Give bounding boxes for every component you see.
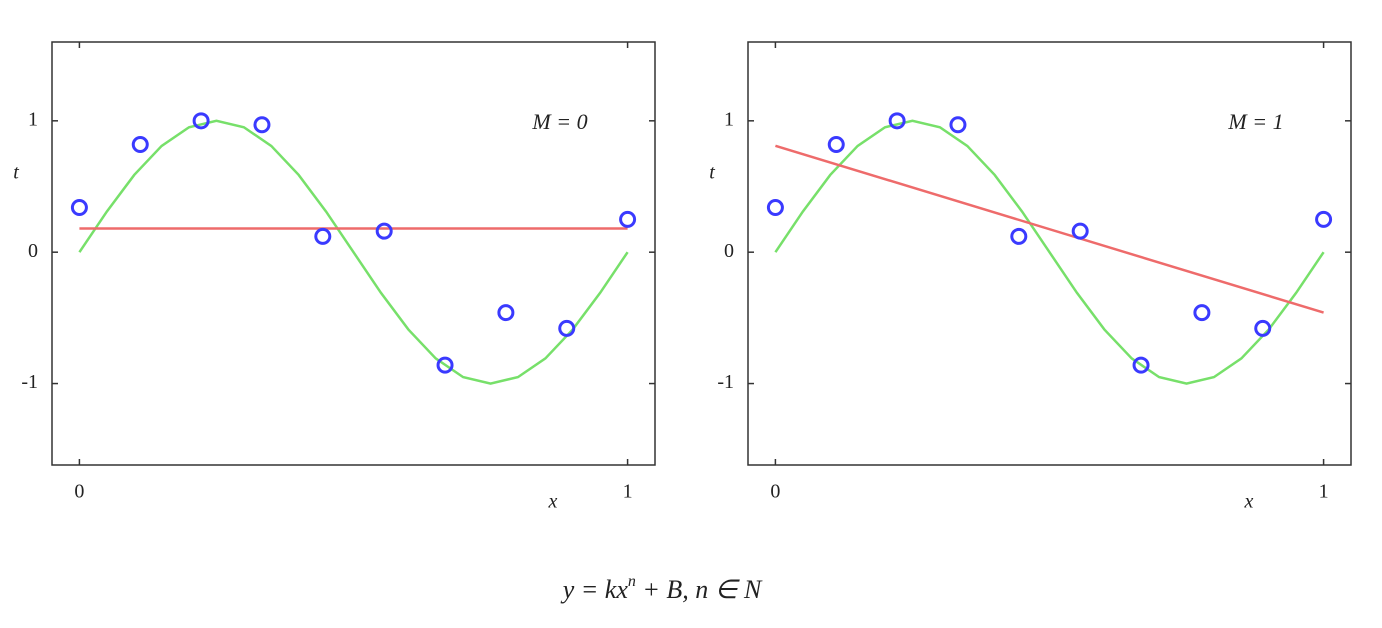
data-point: [827, 135, 845, 153]
data-point: [253, 116, 271, 134]
line: [775, 144, 1324, 314]
data-point: [949, 116, 967, 134]
y-axis-label: t: [709, 162, 715, 184]
x-tick-label: 0: [74, 481, 84, 503]
data-point: [1315, 210, 1333, 228]
data-point: [436, 356, 454, 374]
y-tick-label: 0: [28, 240, 38, 262]
caption-superscript: n: [628, 573, 636, 590]
data-point: [497, 304, 515, 322]
data-point: [766, 199, 784, 217]
caption-rest: + B, n ∈ N: [636, 575, 763, 604]
x-tick-label: 1: [1319, 481, 1329, 503]
data-point: [619, 210, 637, 228]
x-tick-label: 0: [770, 481, 780, 503]
data-point: [1010, 227, 1028, 245]
y-tick-label: -1: [21, 371, 38, 393]
y-tick-label: -1: [717, 371, 734, 393]
data-point: [70, 199, 88, 217]
data-point: [558, 319, 576, 337]
x-axis-label: x: [548, 491, 558, 513]
annotation: M = 1: [1227, 109, 1283, 134]
y-axis-label: t: [13, 162, 19, 184]
y-tick-label: 1: [724, 108, 734, 130]
data-point: [888, 112, 906, 130]
data-point: [375, 222, 393, 240]
y-tick-label: 0: [724, 240, 734, 262]
plot-frame: [51, 41, 656, 466]
x-tick-label: 1: [623, 481, 633, 503]
caption-base: y = kx: [560, 575, 629, 604]
line: [774, 119, 1325, 385]
data-point: [1071, 222, 1089, 240]
x-axis-label: x: [1244, 491, 1254, 513]
data-point: [131, 135, 149, 153]
data-point: [314, 227, 332, 245]
data-point: [192, 112, 210, 130]
caption: y = kxn + B, n ∈ N: [560, 573, 763, 604]
annotation: M = 0: [531, 109, 587, 134]
data-point: [1132, 356, 1150, 374]
data-point: [1193, 304, 1211, 322]
line: [78, 119, 629, 385]
y-tick-label: 1: [28, 108, 38, 130]
plot-frame: [747, 41, 1352, 466]
data-point: [1254, 319, 1272, 337]
